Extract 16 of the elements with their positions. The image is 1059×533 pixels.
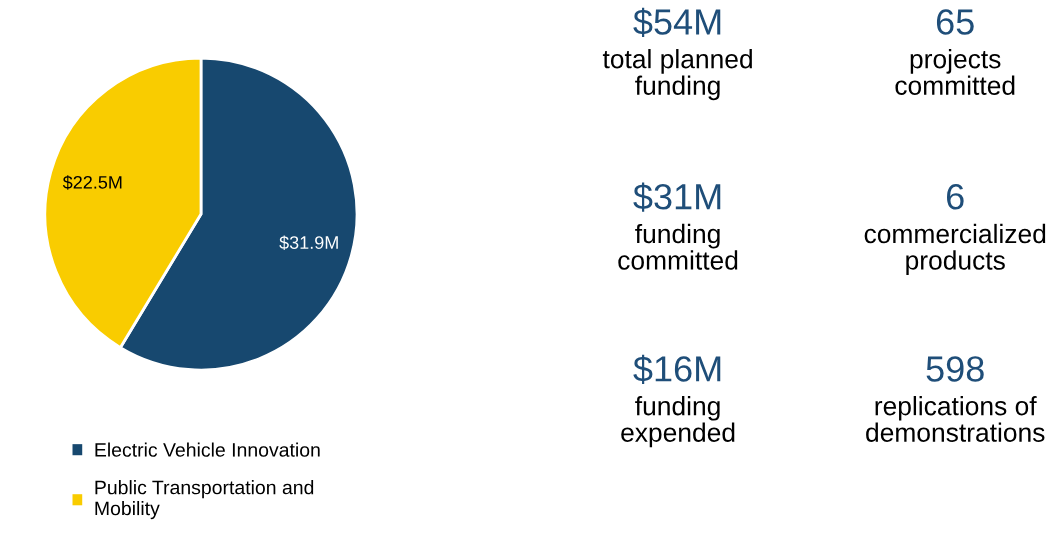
text: 65 [936, 9, 974, 35]
text: funding committed [618, 223, 738, 270]
text: total planned funding [602, 49, 752, 101]
text: 598 [926, 356, 984, 382]
legend-label: Public Transportation and Mobility [95, 480, 314, 520]
legend-label: Electric Vehicle Innovation [95, 442, 320, 457]
text: commercialized products [864, 223, 1046, 275]
text: 6 [946, 184, 964, 210]
text: $16M [633, 354, 721, 384]
text: replications of demonstrations [866, 396, 1045, 442]
text: $31M [633, 182, 721, 212]
data-label: $31.9M [279, 235, 338, 251]
text: $54M [633, 7, 721, 37]
text: projects committed [895, 49, 1015, 95]
data-label: $22.5M [62, 175, 122, 190]
text: funding expended [621, 396, 735, 448]
